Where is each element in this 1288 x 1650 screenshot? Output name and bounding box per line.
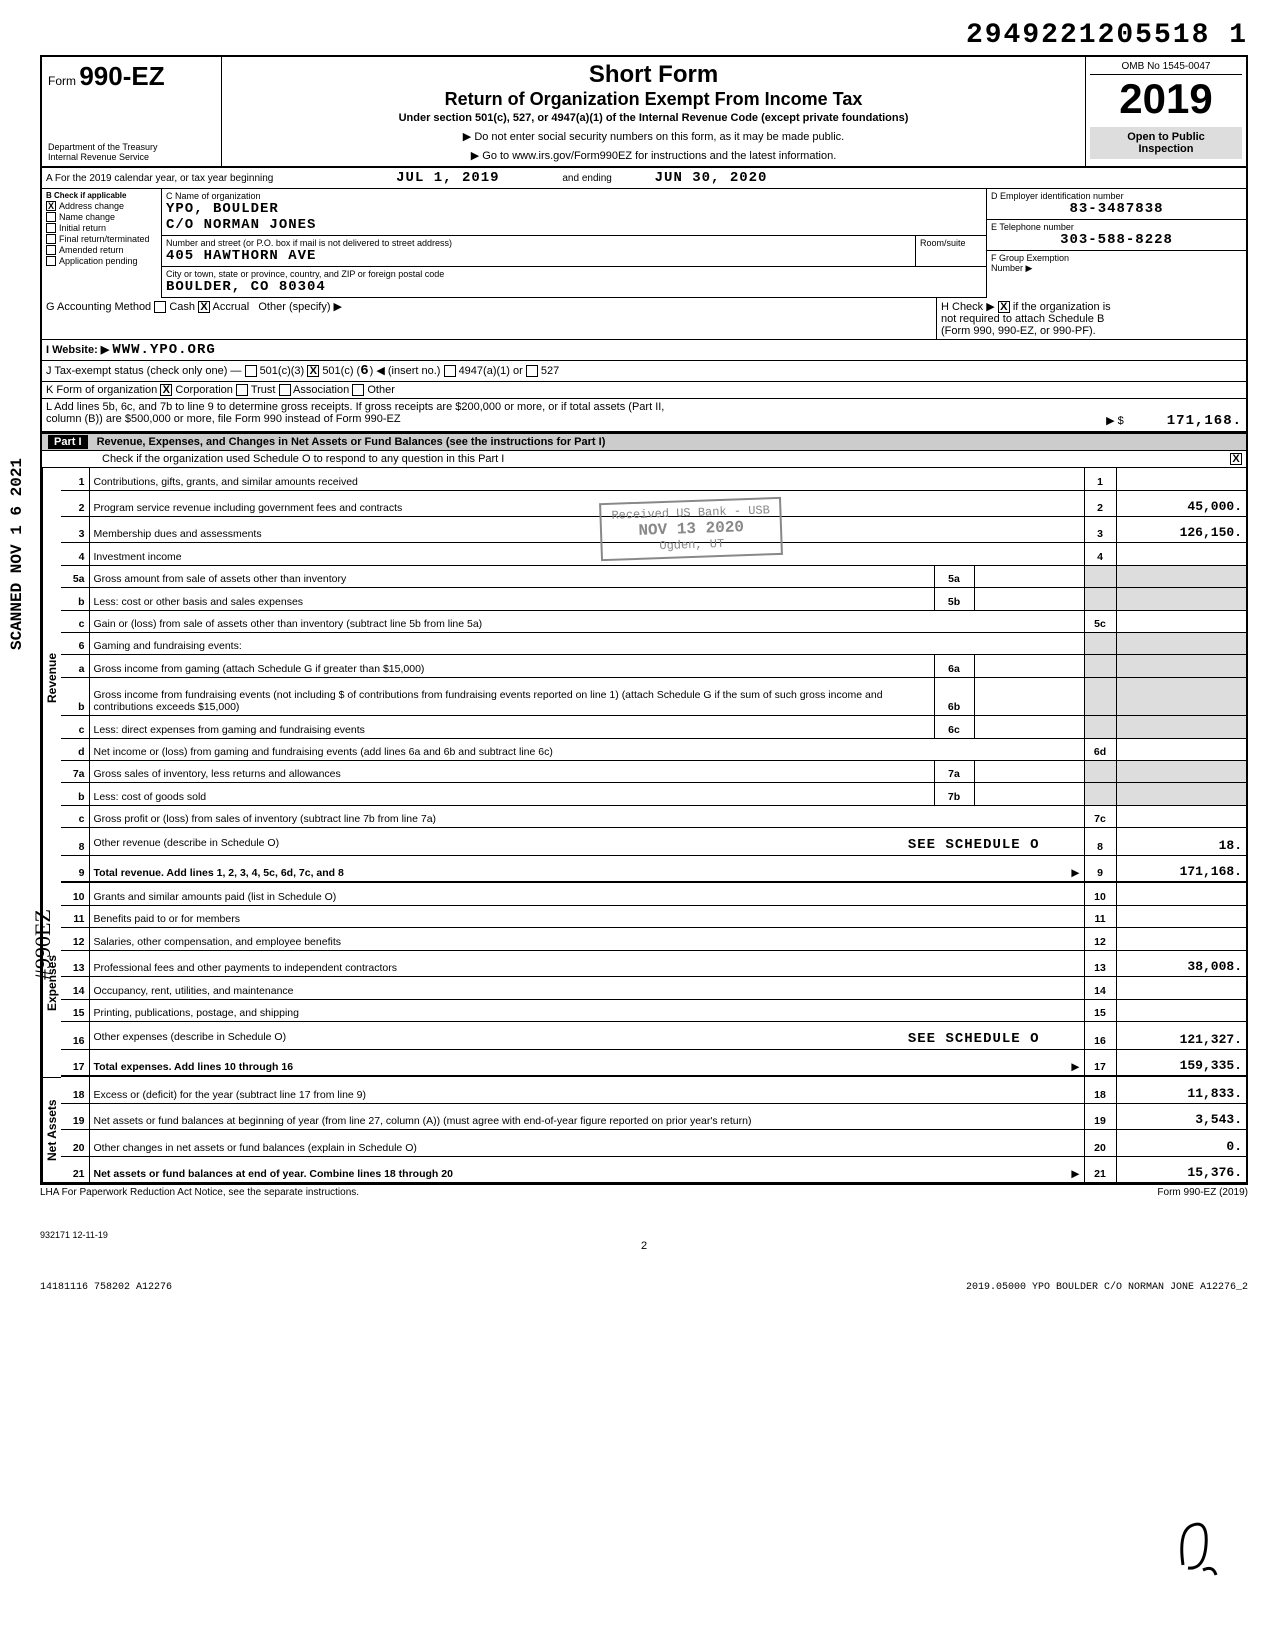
- cb-trust[interactable]: [236, 384, 248, 396]
- form-ref: Form 990-EZ (2019): [1157, 1187, 1248, 1198]
- cb-name-change[interactable]: [46, 212, 56, 222]
- line-12: 12Salaries, other compensation, and empl…: [61, 928, 1246, 950]
- line-21: 21Net assets or fund balances at end of …: [61, 1156, 1246, 1183]
- org-address: 405 HAWTHORN AVE: [166, 248, 911, 264]
- row-a-taxyear: A For the 2019 calendar year, or tax yea…: [40, 168, 1248, 189]
- org-careof: C/O NORMAN JONES: [166, 217, 982, 233]
- website: WWW.YPO.ORG: [112, 342, 215, 358]
- cb-app-pending[interactable]: [46, 256, 56, 266]
- line-1: 1Contributions, gifts, grants, and simil…: [61, 468, 1246, 490]
- page-number: 2: [40, 1240, 1248, 1252]
- line-14: 14Occupancy, rent, utilities, and mainte…: [61, 977, 1246, 999]
- org-info-block: B Check if applicable XAddress change Na…: [40, 189, 1248, 298]
- line-13: 13Professional fees and other payments t…: [61, 950, 1246, 976]
- open-to-public: Open to PublicInspection: [1090, 127, 1242, 159]
- line-6b: bGross income from fundraising events (n…: [61, 677, 1246, 715]
- line-19: 19Net assets or fund balances at beginni…: [61, 1103, 1246, 1129]
- line-9: 9Total revenue. Add lines 1, 2, 3, 4, 5c…: [61, 855, 1246, 882]
- cb-other[interactable]: [352, 384, 364, 396]
- lines-table: 1Contributions, gifts, grants, and simil…: [61, 468, 1246, 1183]
- form-header: Form 990-EZ Department of the Treasury I…: [40, 55, 1248, 168]
- under-section: Under section 501(c), 527, or 4947(a)(1)…: [230, 112, 1077, 124]
- page-footer: 14181116 758202 A12276 2019.05000 YPO BO…: [40, 1282, 1248, 1293]
- handwritten-initials: [1168, 1510, 1228, 1590]
- form-number: Form 990-EZ: [48, 61, 215, 92]
- cb-4947[interactable]: [444, 365, 456, 377]
- cb-accrual[interactable]: X: [198, 301, 210, 313]
- ein: 83-3487838: [991, 201, 1242, 217]
- sidebar-netassets: Net Assets: [42, 1078, 61, 1183]
- line-7b: bLess: cost of goods sold7b: [61, 783, 1246, 805]
- note-url: ▶ Go to www.irs.gov/Form990EZ for instru…: [230, 149, 1077, 162]
- dept-treasury: Department of the Treasury: [48, 142, 215, 152]
- row-j-tax-status: J Tax-exempt status (check only one) — 5…: [40, 361, 1248, 382]
- line-17: 17Total expenses. Add lines 10 through 1…: [61, 1049, 1246, 1076]
- telephone: 303-588-8228: [991, 232, 1242, 248]
- line-20: 20Other changes in net assets or fund ba…: [61, 1130, 1246, 1156]
- begin-date: JUL 1, 2019: [396, 170, 499, 186]
- line-6d: dNet income or (loss) from gaming and fu…: [61, 738, 1246, 760]
- org-name: YPO, BOULDER: [166, 201, 982, 217]
- line-7a: 7aGross sales of inventory, less returns…: [61, 760, 1246, 782]
- line-6c: cLess: direct expenses from gaming and f…: [61, 716, 1246, 738]
- received-stamp: Received US Bank - USB NOV 13 2020 Ogden…: [599, 497, 783, 561]
- line-5c: cGain or (loss) from sale of assets othe…: [61, 610, 1246, 632]
- line-5a: 5aGross amount from sale of assets other…: [61, 565, 1246, 587]
- cb-assoc[interactable]: [279, 384, 291, 396]
- omb-number: OMB No 1545-0047: [1090, 61, 1242, 75]
- cb-address-change[interactable]: X: [46, 201, 56, 211]
- org-city: BOULDER, CO 80304: [166, 279, 982, 295]
- footer-bar: LHA For Paperwork Reduction Act Notice, …: [40, 1183, 1248, 1200]
- sidebar-revenue: Revenue: [42, 468, 61, 888]
- note-ssn: ▶ Do not enter social security numbers o…: [230, 130, 1077, 143]
- dept-irs: Internal Revenue Service: [48, 152, 215, 162]
- cb-501c[interactable]: X: [307, 365, 319, 377]
- room-suite-label: Room/suite: [916, 236, 986, 266]
- row-g-h: G Accounting Method Cash X Accrual Other…: [40, 298, 1248, 340]
- line-5b: bLess: cost or other basis and sales exp…: [61, 588, 1246, 610]
- part1-check: Check if the organization used Schedule …: [40, 451, 1248, 468]
- gross-receipts: 171,168.: [1167, 413, 1242, 429]
- cb-amended[interactable]: [46, 245, 56, 255]
- cb-527[interactable]: [526, 365, 538, 377]
- cb-initial-return[interactable]: [46, 223, 56, 233]
- cb-corp[interactable]: X: [160, 384, 172, 396]
- line-6a: aGross income from gaming (attach Schedu…: [61, 655, 1246, 677]
- cb-cash[interactable]: [154, 301, 166, 313]
- line-15: 15Printing, publications, postage, and s…: [61, 999, 1246, 1021]
- line-18: 18Excess or (deficit) for the year (subt…: [61, 1076, 1246, 1103]
- title-short-form: Short Form: [230, 61, 1077, 89]
- subtitle: Return of Organization Exempt From Incom…: [230, 89, 1077, 110]
- footer-code: 932171 12-11-19: [40, 1230, 1248, 1240]
- line-7c: cGross profit or (loss) from sales of in…: [61, 805, 1246, 827]
- cb-sched-b[interactable]: X: [998, 301, 1010, 313]
- cb-final-return[interactable]: [46, 234, 56, 244]
- row-l-gross: L Add lines 5b, 6c, and 7b to line 9 to …: [40, 399, 1248, 433]
- cb-sched-o[interactable]: X: [1230, 453, 1242, 465]
- part1-header: Part I Revenue, Expenses, and Changes in…: [40, 433, 1248, 451]
- line-8: 8Other revenue (describe in Schedule O)S…: [61, 828, 1246, 856]
- end-date: JUN 30, 2020: [655, 170, 768, 186]
- section-b-checkboxes: B Check if applicable XAddress change Na…: [42, 189, 162, 298]
- line-11: 11Benefits paid to or for members11: [61, 906, 1246, 928]
- handwritten-990ez: #990EZ: [30, 909, 56, 980]
- row-k-form-org: K Form of organization X Corporation Tru…: [40, 382, 1248, 399]
- line-16: 16Other expenses (describe in Schedule O…: [61, 1022, 1246, 1050]
- tax-year: 2019: [1090, 75, 1242, 123]
- line-6: 6Gaming and fundraising events:: [61, 632, 1246, 654]
- scanned-stamp: SCANNED NOV 1 6 2021: [8, 458, 26, 650]
- line-10: 10Grants and similar amounts paid (list …: [61, 882, 1246, 905]
- lha-notice: LHA For Paperwork Reduction Act Notice, …: [40, 1187, 359, 1198]
- cb-501c3[interactable]: [245, 365, 257, 377]
- row-i-website: I Website: ▶ WWW.YPO.ORG: [40, 340, 1248, 361]
- barcode: 2949221205518 1: [40, 20, 1248, 51]
